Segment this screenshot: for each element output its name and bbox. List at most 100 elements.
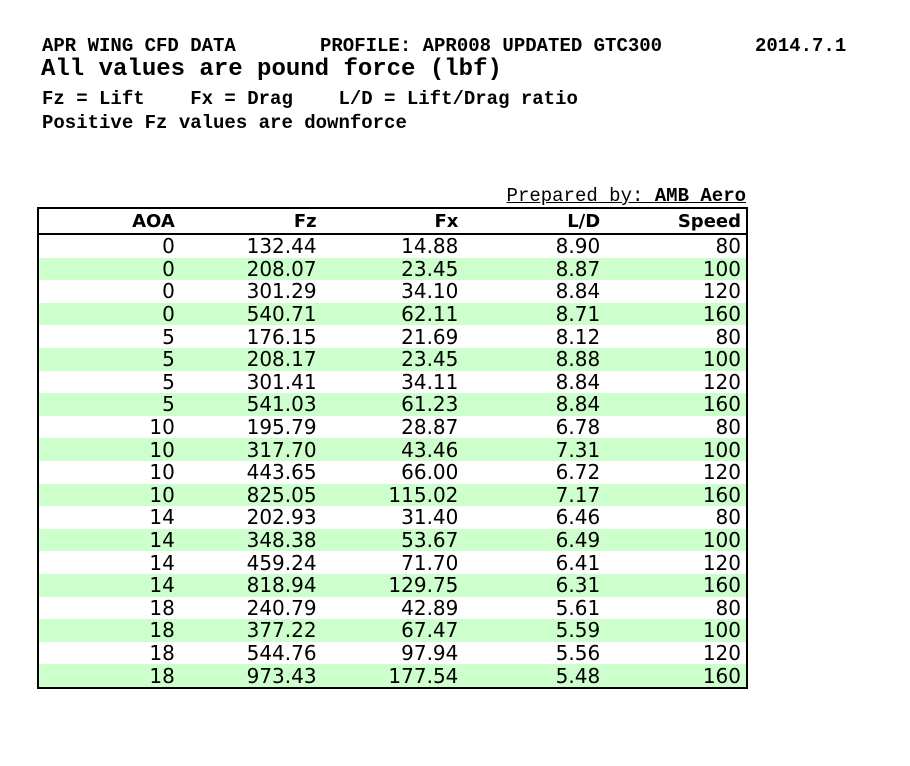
table-row: 5 541.03 61.23 8.84 160 bbox=[38, 393, 747, 416]
table-row: 18 544.76 97.94 5.56 120 bbox=[38, 640, 747, 665]
table-cell: 80 bbox=[715, 234, 741, 259]
table-row: 10 195.79 28.87 6.78 80 bbox=[38, 415, 747, 440]
table-row: 5 301.41 34.11 8.84 120 bbox=[38, 369, 747, 394]
legend-note: Fz = Lift Fx = Drag L/D = Lift/Drag rati… bbox=[42, 88, 578, 110]
column-header-fx: Fx bbox=[321, 208, 464, 235]
table-cell: 14 bbox=[149, 573, 175, 598]
table-cell: 31.40 bbox=[401, 505, 459, 530]
table-row: 0 132.44 14.88 8.90 80 bbox=[38, 234, 747, 258]
table-cell: 540.71 bbox=[246, 302, 317, 327]
table-cell: 5.56 bbox=[555, 640, 601, 665]
table-cell: 301.41 bbox=[246, 369, 317, 394]
table-cell: 202.93 bbox=[246, 505, 317, 530]
table-row: 10 825.05 115.02 7.17 160 bbox=[38, 482, 747, 507]
table-cell: 8.84 bbox=[555, 279, 601, 304]
table-cell: 195.79 bbox=[246, 415, 317, 440]
table-cell: 21.69 bbox=[401, 324, 459, 349]
table-cell: 10 bbox=[149, 482, 175, 507]
table-cell: 5 bbox=[162, 324, 175, 349]
table-cell: 348.38 bbox=[246, 528, 317, 553]
table-cell: 5.59 bbox=[555, 618, 601, 643]
table-cell: 80 bbox=[715, 324, 741, 349]
table-cell: 5 bbox=[162, 347, 175, 372]
table-cell: 160 bbox=[702, 663, 741, 688]
table-cell: 8.87 bbox=[555, 256, 601, 281]
table-cell: 7.31 bbox=[555, 437, 601, 462]
table-cell: 14.88 bbox=[401, 234, 459, 259]
table-cell: 6.78 bbox=[555, 415, 601, 440]
table-cell: 973.43 bbox=[246, 663, 317, 688]
table-cell: 459.24 bbox=[246, 550, 317, 575]
table-cell: 208.07 bbox=[246, 256, 317, 281]
table-cell: 129.75 bbox=[388, 573, 459, 598]
table-cell: 18 bbox=[149, 595, 175, 620]
table-cell: 6.49 bbox=[555, 528, 601, 553]
table-cell: 6.31 bbox=[555, 573, 601, 598]
column-header-aoa: AOA bbox=[38, 208, 180, 235]
table-cell: 301.29 bbox=[246, 279, 317, 304]
table-cell: 62.11 bbox=[401, 302, 459, 327]
downforce-note: Positive Fz values are downforce bbox=[42, 112, 407, 134]
table-cell: 443.65 bbox=[246, 460, 317, 485]
table-cell: 120 bbox=[702, 279, 741, 304]
column-header-fz: Fz bbox=[179, 208, 322, 235]
table-cell: 541.03 bbox=[246, 392, 317, 417]
table-cell: 0 bbox=[162, 302, 175, 327]
table-cell: 10 bbox=[149, 415, 175, 440]
table-cell: 100 bbox=[702, 347, 741, 372]
prepared-by-label: Prepared by: bbox=[506, 185, 655, 207]
column-header-speed: Speed bbox=[605, 208, 747, 235]
table-cell: 7.17 bbox=[555, 482, 601, 507]
table-cell: 160 bbox=[702, 302, 741, 327]
table-cell: 115.02 bbox=[388, 482, 459, 507]
table-row: 14 818.94 129.75 6.31 160 bbox=[38, 573, 747, 598]
table-cell: 100 bbox=[702, 437, 741, 462]
table-cell: 8.71 bbox=[555, 302, 601, 327]
table-cell: 100 bbox=[702, 256, 741, 281]
table-row: 14 202.93 31.40 6.46 80 bbox=[38, 506, 747, 529]
table-cell: 8.90 bbox=[555, 234, 601, 259]
prepared-by-value: AMB Aero bbox=[654, 185, 746, 207]
table-cell: 6.41 bbox=[555, 550, 601, 575]
table-cell: 317.70 bbox=[246, 437, 317, 462]
table-cell: 23.45 bbox=[401, 256, 459, 281]
table-cell: 120 bbox=[702, 640, 741, 665]
table-cell: 0 bbox=[162, 279, 175, 304]
table-cell: 10 bbox=[149, 437, 175, 462]
table-cell: 18 bbox=[149, 663, 175, 688]
table-cell: 177.54 bbox=[388, 663, 459, 688]
table-cell: 6.46 bbox=[555, 505, 601, 530]
table-row: 18 377.22 67.47 5.59 100 bbox=[38, 619, 747, 642]
table-cell: 14 bbox=[149, 550, 175, 575]
table-cell: 34.10 bbox=[401, 279, 459, 304]
table-cell: 8.12 bbox=[555, 324, 601, 349]
table-cell: 97.94 bbox=[401, 640, 459, 665]
table-cell: 18 bbox=[149, 640, 175, 665]
table-cell: 67.47 bbox=[401, 618, 459, 643]
table-cell: 100 bbox=[702, 528, 741, 553]
table-cell: 43.46 bbox=[401, 437, 459, 462]
table-cell: 42.89 bbox=[401, 595, 459, 620]
table-cell: 176.15 bbox=[246, 324, 317, 349]
table-cell: 160 bbox=[702, 573, 741, 598]
table-row: 0 540.71 62.11 8.71 160 bbox=[38, 302, 747, 327]
table-cell: 10 bbox=[149, 460, 175, 485]
table-cell: 100 bbox=[702, 618, 741, 643]
table-cell: 120 bbox=[702, 550, 741, 575]
report-title: APR WING CFD DATA bbox=[42, 35, 236, 57]
prepared-by: Prepared by: AMB Aero bbox=[37, 185, 746, 208]
table-cell: 14 bbox=[149, 528, 175, 553]
table-row: 5 208.17 23.45 8.88 100 bbox=[38, 347, 747, 372]
table-cell: 5.61 bbox=[555, 595, 601, 620]
table-cell: 23.45 bbox=[401, 347, 459, 372]
column-header-ld: L/D bbox=[463, 208, 606, 235]
table-cell: 80 bbox=[715, 505, 741, 530]
table-cell: 544.76 bbox=[246, 640, 317, 665]
table-cell: 53.67 bbox=[401, 528, 459, 553]
table-header-row: AOA Fz Fx L/D Speed bbox=[38, 208, 747, 235]
table-cell: 34.11 bbox=[401, 369, 459, 394]
units-note: All values are pound force (lbf) bbox=[41, 56, 502, 83]
table-cell: 208.17 bbox=[246, 347, 317, 372]
table-cell: 160 bbox=[702, 482, 741, 507]
table-row: 10 443.65 66.00 6.72 120 bbox=[38, 460, 747, 485]
